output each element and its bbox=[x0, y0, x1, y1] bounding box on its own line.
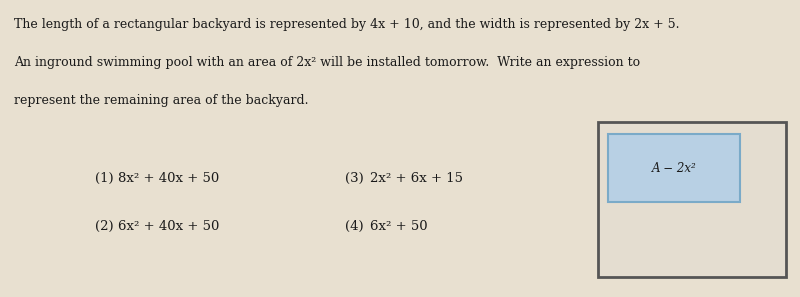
Text: 8x² + 40x + 50: 8x² + 40x + 50 bbox=[118, 172, 219, 185]
FancyBboxPatch shape bbox=[608, 134, 740, 202]
Text: An inground swimming pool with an area of 2x² will be installed tomorrow.  Write: An inground swimming pool with an area o… bbox=[14, 56, 640, 69]
Text: (1): (1) bbox=[95, 172, 114, 185]
Text: 6x² + 40x + 50: 6x² + 40x + 50 bbox=[118, 220, 219, 233]
FancyBboxPatch shape bbox=[598, 122, 786, 277]
Text: The length of a rectangular backyard is represented by 4x + 10, and the width is: The length of a rectangular backyard is … bbox=[14, 18, 679, 31]
Text: 6x² + 50: 6x² + 50 bbox=[370, 220, 428, 233]
Text: A − 2x²: A − 2x² bbox=[652, 162, 696, 175]
Text: represent the remaining area of the backyard.: represent the remaining area of the back… bbox=[14, 94, 309, 107]
Text: (3): (3) bbox=[345, 172, 364, 185]
Text: (2): (2) bbox=[95, 220, 114, 233]
Text: (4): (4) bbox=[345, 220, 364, 233]
Text: 2x² + 6x + 15: 2x² + 6x + 15 bbox=[370, 172, 463, 185]
